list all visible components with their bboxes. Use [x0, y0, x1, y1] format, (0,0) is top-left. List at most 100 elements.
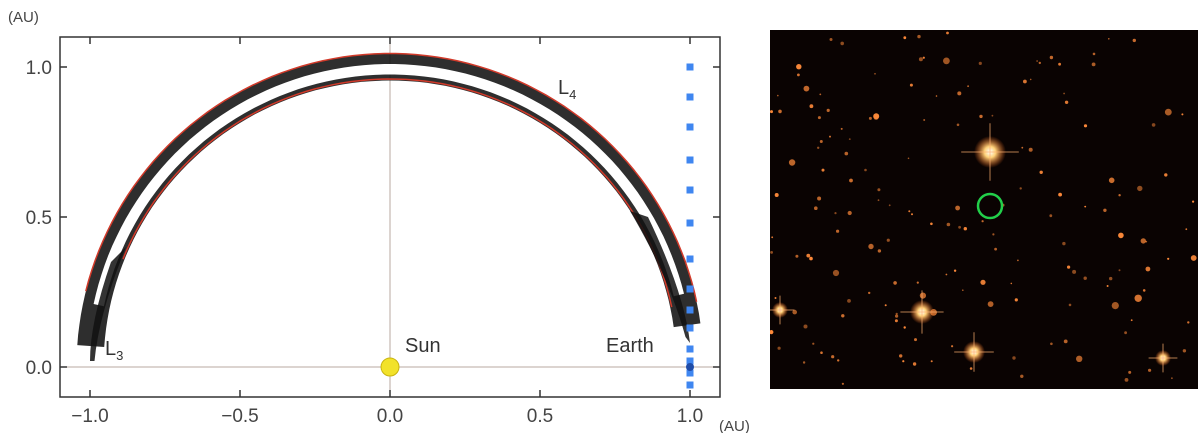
star	[809, 256, 813, 261]
x-tick-label: −1.0	[71, 406, 109, 427]
star	[1029, 78, 1032, 81]
star	[957, 91, 962, 96]
star	[1132, 38, 1136, 43]
star	[1130, 319, 1133, 322]
observer-marker	[686, 345, 694, 353]
star	[847, 299, 851, 303]
star	[812, 342, 815, 345]
y-tick-label: 0.5	[26, 208, 52, 229]
star	[1128, 370, 1132, 374]
star	[1039, 170, 1043, 174]
star	[981, 220, 984, 223]
star	[1124, 331, 1127, 335]
star	[930, 360, 933, 363]
star	[1058, 62, 1061, 66]
star	[1140, 238, 1146, 244]
star	[840, 41, 844, 46]
l3-label: L3	[105, 338, 123, 363]
star	[956, 123, 960, 127]
x-tick-label: 0.5	[527, 406, 553, 427]
star	[817, 196, 822, 201]
star	[969, 367, 973, 370]
star	[832, 269, 840, 277]
observer-marker	[686, 306, 694, 314]
star	[1064, 100, 1069, 105]
star	[1049, 214, 1053, 218]
star	[1108, 38, 1110, 40]
star	[992, 233, 995, 236]
star	[888, 204, 891, 207]
star	[864, 168, 867, 172]
star	[955, 205, 960, 211]
star	[1019, 187, 1022, 190]
star	[935, 95, 938, 97]
star	[967, 85, 969, 88]
star	[918, 57, 923, 62]
star	[770, 110, 773, 114]
star	[894, 319, 898, 323]
star	[1014, 298, 1018, 302]
star	[886, 238, 890, 242]
star	[836, 229, 840, 233]
y-tick-label: 0.0	[26, 358, 52, 379]
star	[916, 281, 919, 284]
target-circle-icon	[976, 192, 1004, 220]
y-tick-label: 1.0	[26, 58, 52, 79]
star	[1106, 285, 1109, 287]
star	[1023, 79, 1027, 84]
star	[1192, 200, 1195, 203]
star	[1068, 303, 1072, 307]
star	[1151, 123, 1156, 127]
observer-marker	[686, 369, 694, 377]
star	[951, 345, 954, 348]
star	[917, 34, 921, 39]
star	[841, 314, 845, 318]
x-tick-label: 0.0	[377, 406, 403, 427]
star	[868, 116, 872, 120]
star	[945, 273, 948, 276]
star	[1181, 113, 1184, 116]
star	[1145, 266, 1151, 272]
star	[841, 382, 844, 385]
star	[809, 104, 814, 109]
star	[943, 57, 950, 65]
l3-sub: 3	[116, 348, 123, 363]
star	[909, 83, 913, 87]
x-unit-label: (AU)	[719, 418, 750, 433]
orbit-tail-earth	[630, 211, 690, 343]
star	[803, 85, 810, 92]
star	[1109, 276, 1113, 281]
star	[770, 330, 774, 335]
star	[796, 64, 802, 70]
y-unit-label: (AU)	[8, 9, 39, 26]
star	[1167, 257, 1170, 260]
star	[868, 243, 874, 250]
star	[1067, 265, 1071, 269]
star	[817, 116, 821, 120]
star	[873, 113, 880, 120]
orbit-band	[77, 53, 701, 347]
star	[1017, 259, 1019, 262]
star	[1148, 368, 1152, 372]
star	[907, 157, 910, 160]
l3-main: L	[105, 338, 116, 360]
star	[899, 354, 903, 358]
star	[991, 114, 994, 117]
star	[1049, 55, 1054, 60]
x-tick-label: 1.0	[677, 406, 703, 427]
star	[1171, 377, 1173, 380]
star	[1111, 302, 1119, 310]
star	[771, 236, 774, 239]
star	[1038, 61, 1041, 65]
star	[1190, 255, 1197, 261]
l4-main: L	[558, 77, 569, 99]
star	[829, 135, 831, 138]
star	[877, 249, 882, 253]
star	[1063, 339, 1068, 344]
star	[874, 73, 876, 75]
star	[1072, 269, 1077, 274]
observer-marker	[686, 324, 694, 332]
star-field-svg	[770, 31, 1197, 385]
star	[847, 210, 852, 216]
star	[978, 61, 982, 65]
